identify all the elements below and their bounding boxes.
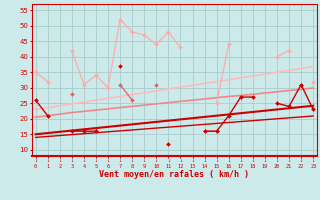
X-axis label: Vent moyen/en rafales ( km/h ): Vent moyen/en rafales ( km/h ) — [100, 170, 249, 179]
